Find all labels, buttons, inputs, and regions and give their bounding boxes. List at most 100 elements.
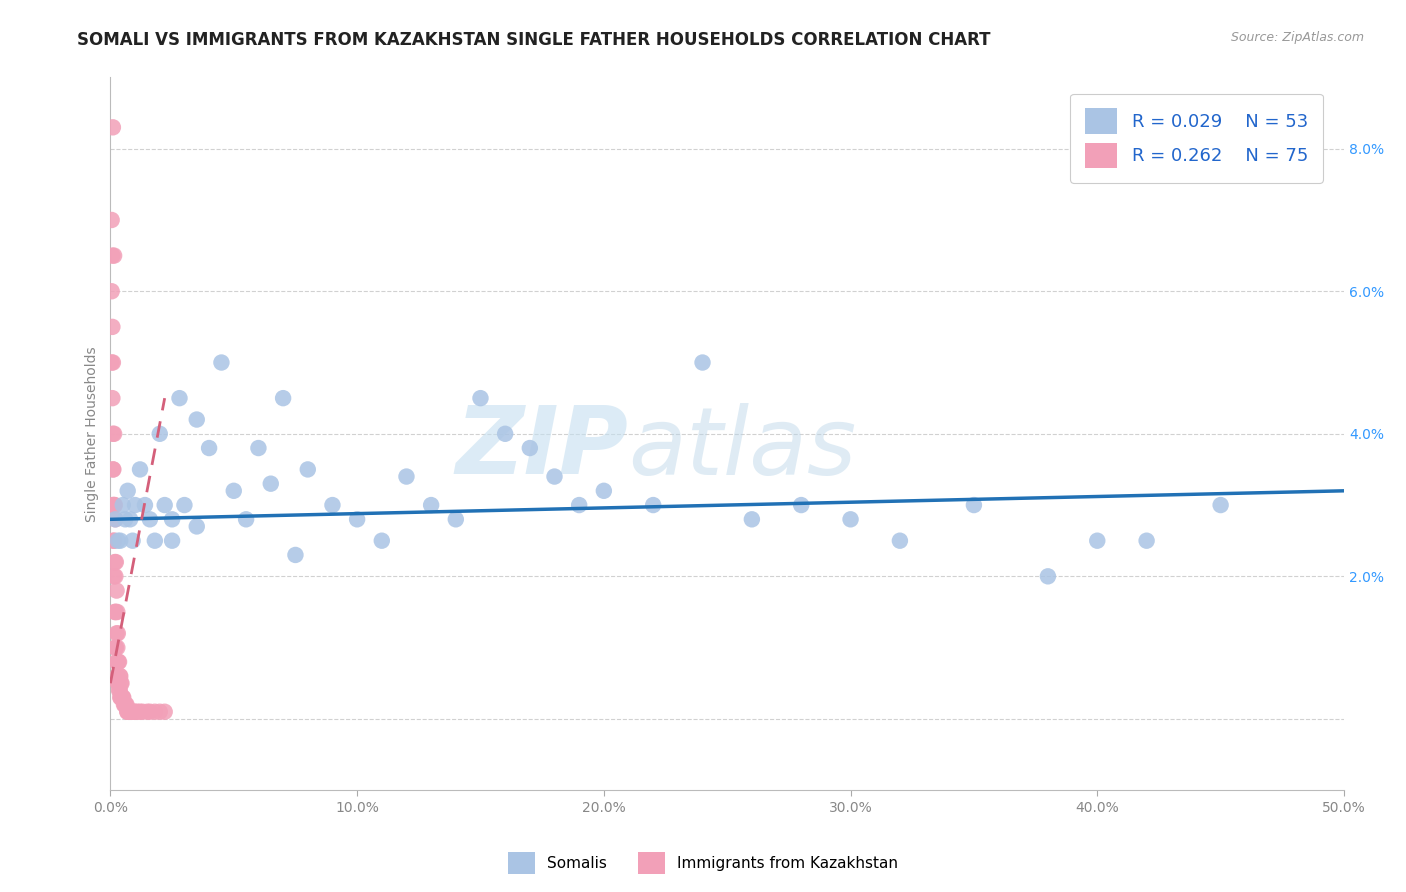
Point [105, 640, 128, 655]
Point [107, 655, 129, 669]
Point [105, 583, 128, 598]
Point [101, 249, 124, 263]
Point [134, 498, 156, 512]
Point [494, 426, 516, 441]
Point [543, 469, 565, 483]
Point [120, 705, 142, 719]
Point [271, 391, 294, 405]
Legend: Somalis, Immigrants from Kazakhstan: Somalis, Immigrants from Kazakhstan [502, 846, 904, 880]
Point [107, 533, 129, 548]
Point [160, 533, 183, 548]
Point [114, 698, 136, 712]
Point [839, 512, 862, 526]
Point [371, 533, 394, 548]
Text: atlas: atlas [628, 402, 856, 493]
Point [149, 426, 172, 441]
Point [103, 249, 125, 263]
Point [963, 498, 986, 512]
Point [103, 569, 125, 583]
Point [1209, 498, 1232, 512]
Point [173, 498, 195, 512]
Point [121, 533, 143, 548]
Point [568, 498, 591, 512]
Point [395, 469, 418, 483]
Point [100, 213, 122, 227]
Point [101, 319, 124, 334]
Point [692, 355, 714, 369]
Point [247, 441, 270, 455]
Point [110, 690, 132, 705]
Point [103, 462, 125, 476]
Point [143, 533, 166, 548]
Point [120, 512, 142, 526]
Point [104, 512, 127, 526]
Point [103, 498, 125, 512]
Point [1136, 533, 1159, 548]
Point [111, 690, 134, 705]
Point [444, 512, 467, 526]
Point [222, 483, 245, 498]
Point [790, 498, 813, 512]
Point [131, 705, 153, 719]
Point [114, 512, 136, 526]
Point [103, 426, 125, 441]
Point [114, 698, 136, 712]
Point [260, 476, 283, 491]
Point [114, 698, 136, 712]
Point [101, 355, 124, 369]
Point [153, 498, 176, 512]
Point [143, 705, 166, 719]
Point [139, 705, 162, 719]
Point [153, 705, 176, 719]
Point [889, 533, 911, 548]
Point [592, 483, 614, 498]
Point [108, 655, 131, 669]
Point [101, 498, 124, 512]
Point [108, 683, 131, 698]
Text: SOMALI VS IMMIGRANTS FROM KAZAKHSTAN SINGLE FATHER HOUSEHOLDS CORRELATION CHART: SOMALI VS IMMIGRANTS FROM KAZAKHSTAN SIN… [77, 31, 991, 49]
Point [101, 120, 124, 135]
Point [104, 605, 127, 619]
Point [112, 690, 135, 705]
Point [741, 512, 763, 526]
Point [104, 512, 127, 526]
Point [101, 391, 124, 405]
Point [136, 705, 159, 719]
Point [103, 498, 125, 512]
Point [104, 605, 127, 619]
Point [1036, 569, 1059, 583]
Text: Source: ZipAtlas.com: Source: ZipAtlas.com [1230, 31, 1364, 45]
Point [186, 412, 208, 426]
Point [103, 533, 125, 548]
Point [209, 355, 232, 369]
Point [186, 519, 208, 533]
Point [117, 483, 139, 498]
Point [110, 676, 132, 690]
Point [129, 705, 152, 719]
Point [104, 555, 127, 569]
Point [111, 498, 134, 512]
Point [112, 698, 135, 712]
Text: ZIP: ZIP [456, 402, 628, 494]
Point [519, 441, 541, 455]
Point [104, 605, 127, 619]
Point [100, 355, 122, 369]
Point [111, 690, 134, 705]
Point [107, 676, 129, 690]
Point [100, 285, 122, 299]
Point [115, 698, 138, 712]
Point [115, 705, 138, 719]
Point [110, 676, 132, 690]
Y-axis label: Single Father Households: Single Father Households [86, 346, 100, 522]
Point [118, 705, 141, 719]
Point [107, 676, 129, 690]
Point [149, 705, 172, 719]
Point [105, 605, 128, 619]
Point [107, 626, 129, 640]
Point [124, 705, 146, 719]
Point [129, 462, 152, 476]
Point [104, 555, 127, 569]
Point [1085, 533, 1108, 548]
Point [110, 690, 132, 705]
Point [169, 391, 191, 405]
